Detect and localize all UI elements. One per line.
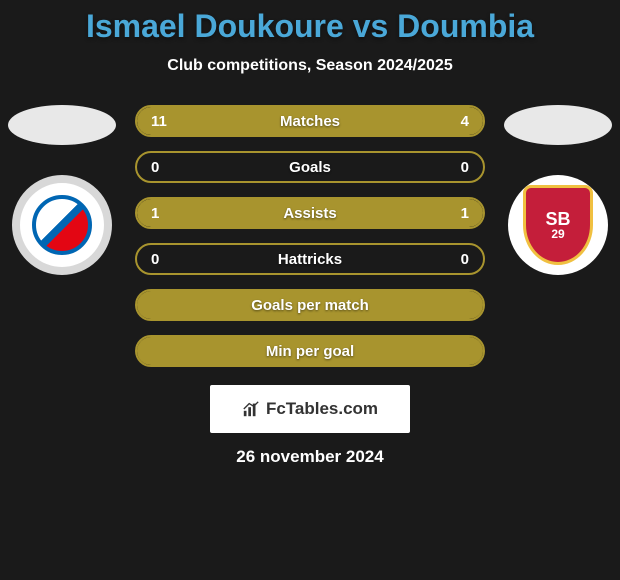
main-area: 114Matches00Goals11Assists00HattricksGoa… bbox=[0, 105, 620, 367]
stat-value-left: 11 bbox=[151, 113, 167, 130]
stat-value-right: 4 bbox=[461, 113, 469, 130]
stat-value-right: 1 bbox=[461, 205, 469, 222]
right-badge-number: 29 bbox=[551, 228, 564, 240]
page-subtitle: Club competitions, Season 2024/2025 bbox=[167, 57, 452, 75]
right-team-badge-shield: SB 29 bbox=[523, 185, 593, 265]
stat-value-left: 0 bbox=[151, 251, 159, 268]
bar-fill-left bbox=[137, 107, 390, 135]
stat-bar-goals-per-match: Goals per match bbox=[135, 289, 485, 321]
brand-text: FcTables.com bbox=[266, 399, 378, 419]
right-player-photo bbox=[504, 105, 612, 145]
stat-label: Matches bbox=[280, 113, 340, 130]
stat-bar-hattricks: 0 0 Hattricks bbox=[135, 243, 485, 275]
stat-value-left: 0 bbox=[151, 159, 159, 176]
stat-label: Hattricks bbox=[278, 251, 342, 268]
stat-bar-goals: 0 0 Goals bbox=[135, 151, 485, 183]
brand-logo[interactable]: FcTables.com bbox=[210, 385, 410, 433]
stat-bar-assists: 1 1 Assists bbox=[135, 197, 485, 229]
stats-column: 114Matches00Goals11Assists00HattricksGoa… bbox=[135, 105, 485, 367]
stat-label: Min per goal bbox=[266, 343, 354, 360]
comparison-card: Ismael Doukoure vs Doumbia Club competit… bbox=[0, 0, 620, 475]
stat-value-right: 0 bbox=[461, 159, 469, 176]
stat-bar-min-per-goal: Min per goal bbox=[135, 335, 485, 367]
stat-label: Goals bbox=[289, 159, 331, 176]
left-player-photo bbox=[8, 105, 116, 145]
stat-bar-matches: 11 4 Matches bbox=[135, 105, 485, 137]
right-team-badge: SB 29 bbox=[508, 175, 608, 275]
stat-value-left: 1 bbox=[151, 205, 159, 222]
left-player-column bbox=[7, 105, 117, 275]
left-team-badge-inner bbox=[32, 195, 92, 255]
right-badge-initials: SB bbox=[545, 210, 570, 228]
right-player-column: SB 29 bbox=[503, 105, 613, 275]
chart-icon bbox=[242, 400, 260, 418]
stat-value-right: 0 bbox=[461, 251, 469, 268]
page-title: Ismael Doukoure vs Doumbia bbox=[86, 8, 534, 45]
stat-label: Assists bbox=[283, 205, 336, 222]
left-team-badge bbox=[12, 175, 112, 275]
footer-date: 26 november 2024 bbox=[236, 447, 383, 467]
stat-label: Goals per match bbox=[251, 297, 369, 314]
